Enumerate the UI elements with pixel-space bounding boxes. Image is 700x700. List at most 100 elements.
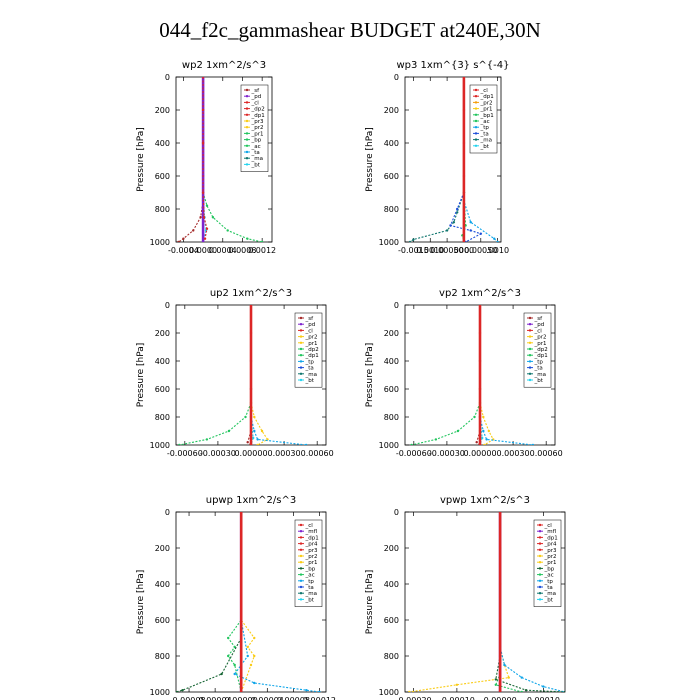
y-tick-label: 800 [155, 205, 170, 214]
legend-entry-label: _dp1 [480, 94, 494, 100]
data-point [408, 690, 411, 692]
data-point [203, 237, 207, 240]
legend-box [240, 84, 269, 172]
data-point [205, 438, 209, 441]
legend-marker [245, 113, 249, 117]
legend-entry-label: _tp [305, 359, 315, 365]
data-point [503, 663, 506, 667]
y-tick-label: 200 [384, 544, 399, 553]
y-tick-label: 400 [155, 357, 170, 366]
data-point [456, 211, 459, 214]
series-line-pr2 [240, 512, 255, 692]
data-point [253, 636, 256, 640]
legend-entry-label: _pr1 [544, 560, 557, 566]
legend-entry-label: _pr2 [480, 100, 493, 106]
x-tick-label: 0.0000 [189, 246, 217, 255]
data-point [260, 429, 264, 433]
data-point [462, 240, 466, 242]
series-group [178, 305, 308, 445]
data-point [249, 443, 253, 445]
legend-entry-label: _pd [534, 322, 545, 328]
y-tick-label: 600 [384, 616, 399, 625]
data-point [244, 415, 247, 419]
data-point [246, 645, 249, 649]
legend-marker [299, 366, 303, 369]
legend-marker [528, 335, 532, 338]
legend-entry-label: _cl [305, 328, 314, 334]
series-line-dp2 [411, 305, 481, 445]
data-point [256, 438, 259, 441]
y-tick-label: 200 [155, 106, 170, 115]
legend-entry-label: _ma [251, 156, 263, 162]
data-point [520, 690, 523, 692]
x-tick-label: 0.00050 [464, 246, 497, 255]
x-tick-label: -0.00010 [439, 696, 475, 700]
data-point [205, 227, 209, 230]
legend-marker [538, 598, 542, 601]
legend-marker [299, 561, 303, 564]
x-tick-label: 0.00000 [234, 449, 267, 458]
data-point [456, 429, 460, 433]
data-point [498, 512, 502, 514]
legend-entry-label: _bt [251, 162, 261, 168]
data-point [240, 546, 243, 550]
legend-entry-label: _pr4 [544, 542, 558, 548]
legend-entry-label: _dp2 [305, 347, 319, 353]
y-tick-label: 0 [165, 508, 170, 517]
y-tick-label: 1000 [379, 441, 399, 450]
legend-entry-label: _bp [251, 138, 262, 144]
legend-marker [538, 592, 542, 595]
legend-entry-label: _mfl [305, 529, 318, 535]
data-point [253, 654, 256, 658]
legend-entry-label: _bt [544, 597, 554, 603]
legend-marker [299, 335, 303, 338]
data-point [211, 216, 215, 219]
legend-marker [299, 360, 303, 363]
legend-marker [474, 107, 478, 110]
data-point [524, 689, 528, 692]
series-group [408, 512, 565, 692]
y-tick-label: 400 [384, 580, 399, 589]
legend-marker [245, 150, 249, 154]
legend-marker [245, 144, 249, 147]
legend-entry-label: _ma [534, 372, 546, 378]
legend: _sf_pd_cl_dp2_dp1_pr3_pr2_pr1_bp_ac_ta_m… [240, 84, 269, 172]
legend-entry-label: _bp [544, 566, 555, 572]
data-point [482, 429, 485, 433]
legend-marker [245, 95, 249, 98]
subplot-title: vpwp 1xm^2/s^3 [440, 495, 530, 506]
legend-marker [299, 542, 303, 545]
legend-entry-label: _pr3 [544, 548, 558, 554]
legend-entry-label: _cl [251, 100, 260, 106]
y-tick-label: 800 [155, 652, 170, 661]
data-point [478, 305, 482, 307]
legend-entry-label: _pr2 [544, 554, 557, 560]
legend-entry-label: _mfl [544, 529, 557, 535]
x-tick-label: -0.00060 [167, 449, 203, 458]
legend-entry-label: _ma [544, 591, 556, 597]
series-line-dp2 [179, 305, 252, 445]
series-group [177, 77, 264, 242]
data-point [220, 672, 223, 676]
legend-marker [528, 366, 532, 369]
legend-entry-label: _cl [480, 88, 489, 94]
legend-marker [538, 573, 542, 576]
data-point [249, 387, 253, 391]
legend-marker [299, 372, 303, 375]
data-point [181, 689, 184, 692]
y-tick-label: 0 [394, 301, 399, 310]
data-point [226, 636, 230, 640]
legend: _cl_dp1_pr2_pr1_bp1_ac_tp_ta_ma_bt [469, 84, 498, 154]
legend-entry-label: _tp [544, 579, 554, 585]
data-point [478, 331, 482, 335]
legend-entry-label: _pr1 [480, 107, 493, 113]
data-point [260, 240, 264, 242]
data-point [227, 429, 231, 433]
plot-frame [175, 76, 273, 243]
legend-marker [528, 341, 532, 344]
data-point [493, 237, 496, 240]
y-tick-label: 600 [155, 172, 170, 181]
data-point [487, 429, 491, 433]
x-tick-label: 0.00010 [527, 696, 560, 700]
